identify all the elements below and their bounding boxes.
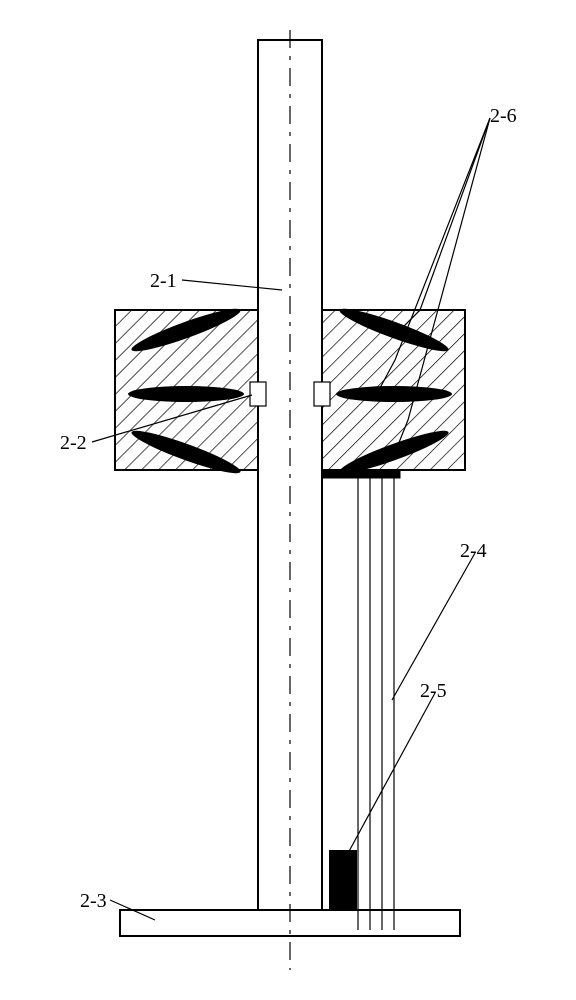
label-2-4: 2-4: [460, 540, 487, 563]
label-2-5: 2-5: [420, 680, 447, 703]
label-2-1: 2-1: [150, 270, 177, 293]
l26-leader-0: [400, 118, 490, 330]
blade-1: [128, 386, 244, 402]
label-2-2: 2-2: [60, 432, 87, 455]
label-2-3: 2-3: [80, 890, 107, 913]
pin-left: [250, 382, 266, 406]
label-2-6: 2-6: [490, 105, 517, 128]
diagram-canvas: [0, 0, 576, 1000]
pin-right: [314, 382, 330, 406]
small-block: [329, 850, 357, 910]
block-right-bottom-plate: [322, 470, 400, 478]
l24-leader-0: [392, 553, 475, 700]
l25-leader-0: [347, 693, 435, 855]
blade-4: [336, 386, 452, 402]
